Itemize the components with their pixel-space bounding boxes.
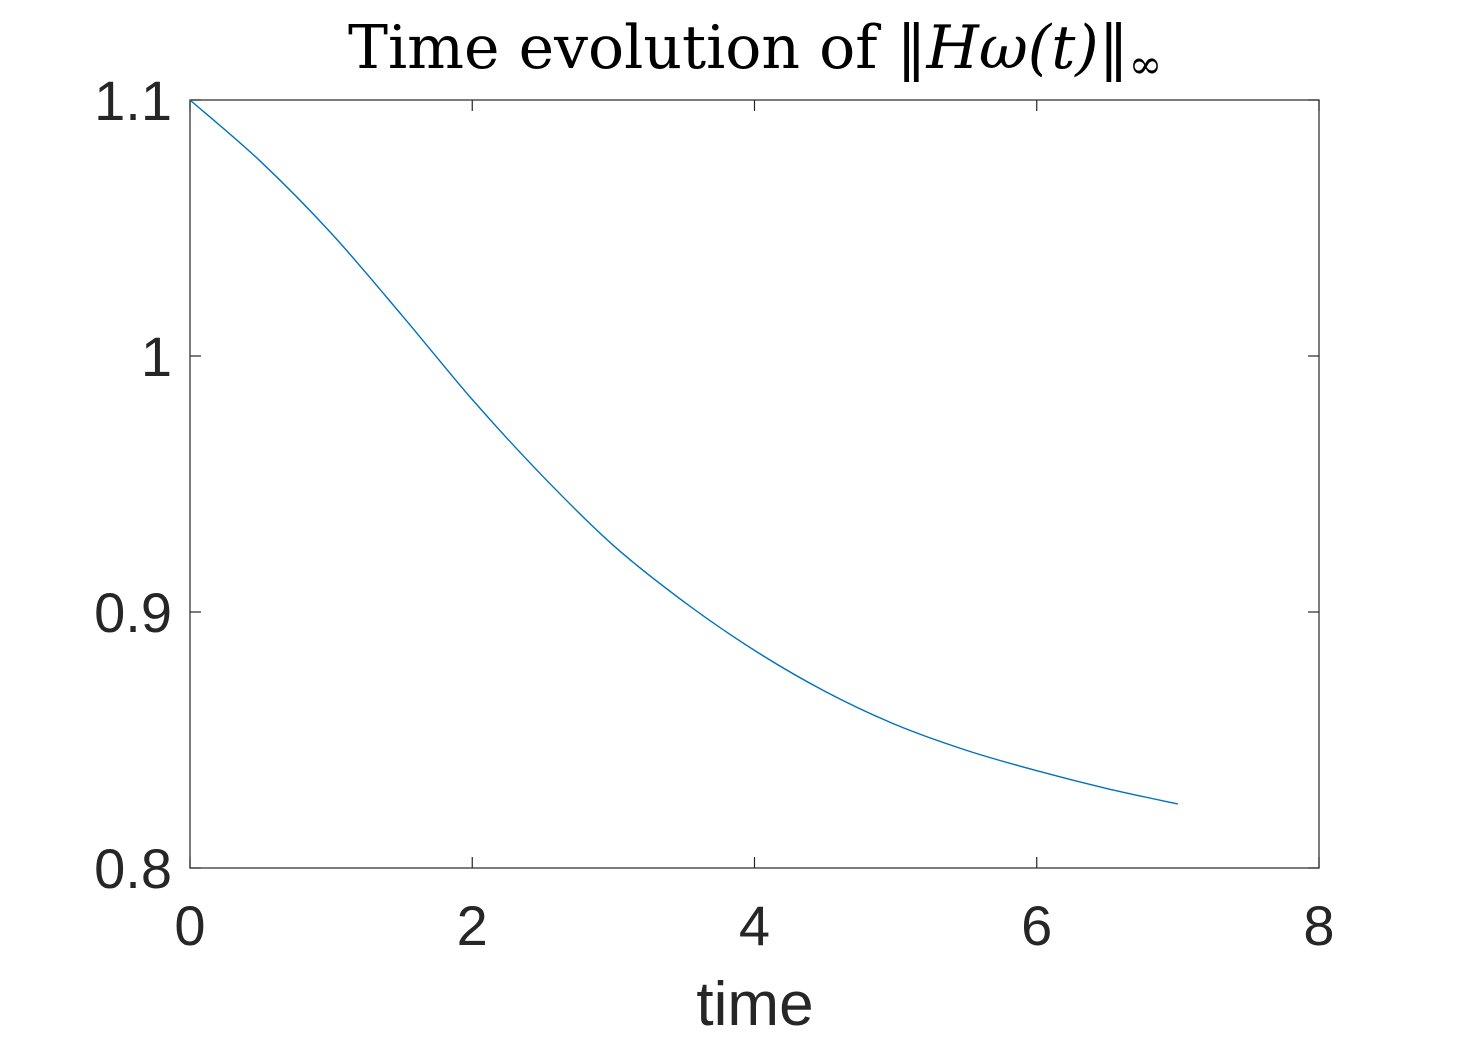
tick-marks: [189, 99, 1320, 869]
chart-title-math: ‖Hω(t)‖: [897, 13, 1129, 83]
series-line: [189, 99, 1179, 805]
chart-title: Time evolution of ‖Hω(t)‖∞: [348, 13, 1162, 88]
x-tick-label: 8: [1303, 894, 1334, 957]
chart-title-prefix: Time evolution of: [348, 13, 897, 83]
y-tick-label: 0.9: [94, 581, 172, 644]
x-tick-label: 2: [457, 894, 488, 957]
x-tick-label: 0: [174, 894, 205, 957]
x-tick-labels: 0 2 4 6 8: [174, 894, 1334, 957]
x-axis-label: time: [696, 970, 813, 1039]
y-tick-label: 1.1: [94, 69, 172, 132]
series-layer: [189, 99, 1179, 805]
y-tick-label: 1: [141, 325, 172, 388]
y-tick-labels: 0.8 0.9 1 1.1: [94, 69, 172, 900]
x-tick-label: 6: [1021, 894, 1052, 957]
chart-title-subscript: ∞: [1129, 42, 1162, 88]
y-tick-label: 0.8: [94, 837, 172, 900]
x-tick-label: 4: [739, 894, 770, 957]
